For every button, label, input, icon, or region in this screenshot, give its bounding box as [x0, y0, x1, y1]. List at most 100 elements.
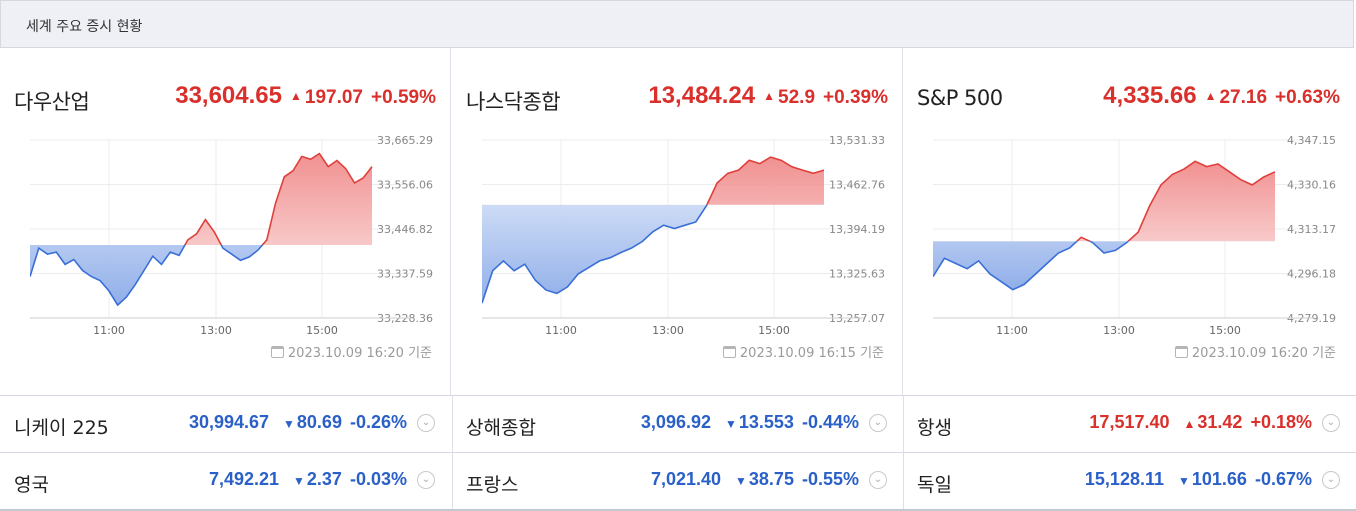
x-tick-label: 13:00: [652, 324, 684, 337]
minor-index-change: ▼ 13.553: [725, 412, 794, 432]
divider: [0, 509, 1356, 511]
y-tick-label: 33,556.06: [377, 179, 433, 192]
index-name: 나스닥종합: [466, 90, 561, 114]
widget-title: 세계 주요 증시 현황: [26, 19, 143, 35]
y-tick-label: 4,330.16: [1287, 179, 1336, 192]
triangle-down-icon: ▼: [725, 417, 737, 431]
x-tick-label: 13:00: [1103, 324, 1135, 337]
index-quote: 4,335.66 ▲ 27.16 +0.63%: [1103, 82, 1340, 110]
minor-index-quote: 15,128.11 ▼ 101.66 -0.67% ⌄: [1085, 469, 1340, 490]
dow-chart[interactable]: 33,665.2933,556.0633,446.8233,337.5933,2…: [0, 48, 451, 395]
area-above-baseline: [933, 161, 1275, 242]
minor-index-quote: 7,492.21 ▼ 2.37 -0.03% ⌄: [209, 469, 435, 490]
y-tick-label: 33,446.82: [377, 223, 433, 236]
minor-index-name: 항생: [917, 417, 952, 439]
widget-header: 세계 주요 증시 현황: [0, 0, 1354, 48]
triangle-up-icon: ▲: [290, 89, 302, 103]
sp500-chart[interactable]: 4,347.154,330.164,313.174,296.184,279.19…: [903, 48, 1354, 395]
minor-index-row[interactable]: 영국 7,492.21 ▼ 2.37 -0.03% ⌄: [0, 453, 451, 510]
triangle-down-icon: ▼: [735, 474, 747, 488]
y-tick-label: 4,347.15: [1287, 134, 1336, 147]
index-quote: 33,604.65 ▲ 197.07 +0.59%: [175, 82, 436, 110]
series-line-up: [184, 152, 373, 245]
minor-index-change: ▲ 31.42: [1183, 412, 1243, 432]
chevron-down-icon[interactable]: ⌄: [417, 470, 435, 489]
index-pct: +0.59%: [371, 87, 436, 108]
triangle-up-icon: ▲: [1204, 89, 1217, 103]
minor-index-pct: -0.03%: [349, 469, 407, 489]
minor-index-name: 니케이 225: [14, 417, 109, 439]
chevron-down-icon[interactable]: ⌄: [869, 470, 887, 489]
y-tick-label: 4,296.18: [1287, 268, 1336, 281]
minor-index-value: 15,128.11: [1084, 469, 1164, 489]
timestamp: 2023.10.09 16:20 기준: [270, 342, 432, 361]
index-panel-nasdaq[interactable]: 나스닥종합 13,484.24 ▲ 52.9 +0.39% 13,531.33 13…: [452, 48, 903, 395]
minor-index-name: 상해종합: [466, 417, 536, 439]
minor-index-pct: -0.44%: [801, 412, 859, 432]
y-tick-label: 13,462.76: [829, 179, 885, 192]
calendar-clock-icon: [270, 345, 284, 358]
minor-index-value: 3,096.92: [640, 412, 711, 432]
index-price: 4,335.66: [1103, 82, 1197, 109]
triangle-down-icon: ▼: [1178, 474, 1190, 488]
minor-index-quote: 30,994.67 ▼ 80.69 -0.26% ⌄: [189, 412, 435, 433]
divider: [903, 396, 904, 509]
minor-index-value: 30,994.67: [188, 412, 270, 432]
minor-index-pct: -0.55%: [801, 469, 859, 489]
index-name: 다우산업: [14, 90, 90, 114]
divider: [452, 396, 453, 509]
chevron-down-icon[interactable]: ⌄: [417, 413, 435, 432]
index-price: 13,484.24: [648, 82, 756, 109]
index-name: S&P 500: [917, 86, 1003, 110]
chevron-down-icon[interactable]: ⌄: [1322, 470, 1340, 489]
area-below-baseline: [482, 204, 824, 304]
minor-index-pct: -0.26%: [349, 412, 407, 432]
x-tick-label: 13:00: [200, 324, 232, 337]
minor-index-row[interactable]: 독일 15,128.11 ▼ 101.66 -0.67% ⌄: [903, 453, 1356, 510]
timestamp: 2023.10.09 16:20 기준: [1174, 342, 1336, 361]
triangle-down-icon: ▼: [283, 417, 295, 431]
y-tick-label: 33,337.59: [377, 268, 433, 281]
minor-index-row[interactable]: 니케이 225 30,994.67 ▼ 80.69 -0.26% ⌄: [0, 396, 451, 453]
nasdaq-chart[interactable]: 13,531.3313,462.7613,394.1913,325.6313,2…: [452, 48, 903, 395]
x-tick-label: 15:00: [1209, 324, 1241, 337]
minor-index-change: ▼ 38.75: [735, 469, 794, 489]
triangle-down-icon: ▼: [293, 474, 305, 488]
index-change: ▲ 197.07: [290, 87, 364, 108]
divider: [0, 452, 1356, 453]
minor-index-row[interactable]: 프랑스 7,021.40 ▼ 38.75 -0.55% ⌄: [452, 453, 903, 510]
minor-index-row[interactable]: 항생 17,517.40 ▲ 31.42 +0.18% ⌄: [903, 396, 1356, 453]
chevron-down-icon[interactable]: ⌄: [869, 413, 887, 432]
minor-index-name: 프랑스: [466, 474, 519, 496]
index-panel-sp500[interactable]: S&P 500 4,335.66 ▲ 27.16 +0.63% 4,347.15 4…: [903, 48, 1354, 395]
minor-index-quote: 3,096.92 ▼ 13.553 -0.44% ⌄: [641, 412, 887, 433]
index-change: ▲ 52.9: [763, 87, 816, 108]
triangle-up-icon: ▲: [1183, 417, 1196, 431]
area-below-baseline: [933, 241, 1129, 290]
index-quote: 13,484.24 ▲ 52.9 +0.39%: [648, 82, 888, 110]
index-price: 33,604.65: [175, 82, 282, 109]
series-line-down: [30, 244, 264, 307]
triangle-up-icon: ▲: [763, 89, 776, 103]
area-above-baseline: [706, 157, 824, 205]
x-tick-label: 11:00: [93, 324, 125, 337]
series-line-up: [705, 156, 825, 205]
x-tick-label: 15:00: [306, 324, 338, 337]
minor-index-quote: 17,517.40 ▲ 31.42 +0.18% ⌄: [1089, 412, 1340, 433]
y-tick-label: 4,313.17: [1287, 223, 1336, 236]
divider: [0, 395, 1356, 396]
minor-index-change: ▼ 80.69: [283, 412, 342, 432]
series-line-down: [482, 204, 708, 304]
y-tick-label: 33,665.29: [377, 134, 433, 147]
area-above-baseline: [184, 153, 372, 245]
timestamp: 2023.10.09 16:15 기준: [722, 342, 884, 361]
minor-index-name: 독일: [917, 474, 952, 496]
chevron-down-icon[interactable]: ⌄: [1322, 413, 1340, 432]
minor-index-quote: 7,021.40 ▼ 38.75 -0.55% ⌄: [651, 469, 887, 490]
minor-index-row[interactable]: 상해종합 3,096.92 ▼ 13.553 -0.44% ⌄: [452, 396, 903, 453]
index-pct: +0.63%: [1275, 87, 1340, 108]
index-pct: +0.39%: [823, 87, 888, 108]
x-tick-label: 15:00: [758, 324, 790, 337]
index-panel-dow[interactable]: 다우산업 33,604.65 ▲ 197.07 +0.59% 33,665.29 3…: [0, 48, 451, 395]
